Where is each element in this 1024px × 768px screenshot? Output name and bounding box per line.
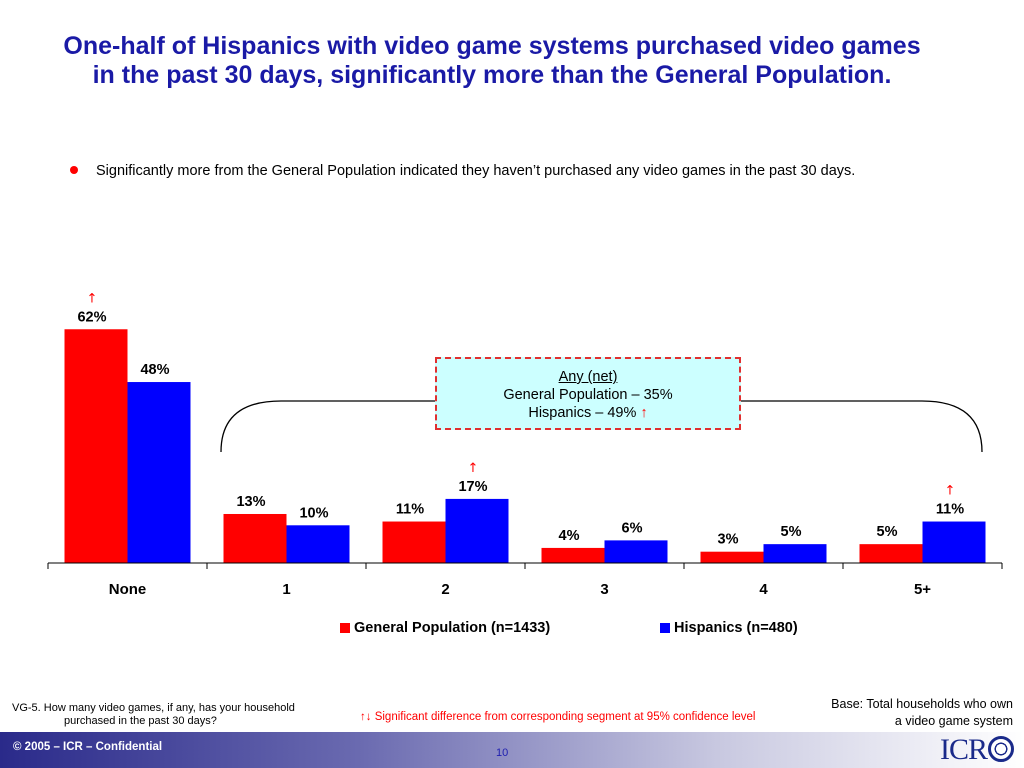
- base-note: Base: Total households who own a video g…: [793, 696, 1013, 730]
- copyright-text: © 2005 – ICR – Confidential: [13, 741, 163, 753]
- x-axis: None 1 2 3 4 5+: [47, 562, 1003, 598]
- chart-legend: General Population (n=1433) Hispanics (n…: [0, 620, 1024, 640]
- data-label: 13%: [236, 494, 265, 510]
- base-line-1: Base: Total households who own: [831, 697, 1013, 711]
- bar-general-population: [223, 513, 287, 563]
- bar-hispanics: [604, 540, 668, 563]
- bars-group: [64, 329, 986, 563]
- legend-item-general-population: General Population (n=1433): [340, 620, 550, 636]
- callout-hispanics-line: Hispanics – 49% ↑: [437, 404, 739, 422]
- legend-label: General Population (n=1433): [354, 620, 551, 636]
- logo-text: ICR: [939, 733, 988, 766]
- legend-swatch: [660, 623, 670, 633]
- legend-item-hispanics: Hispanics (n=480): [660, 620, 798, 636]
- footer-bar: © 2005 – ICR – Confidential 10 ICR: [0, 732, 1024, 768]
- significance-up-icon: ↑: [468, 461, 479, 476]
- footnote-line-1: VG-5. How many video games, if any, has …: [12, 702, 295, 714]
- bar-general-population: [700, 551, 764, 563]
- callout-hispanics: Hispanics – 49%: [528, 405, 637, 421]
- bar-hispanics: [286, 525, 350, 563]
- significance-up-icon: ↑: [87, 291, 98, 306]
- significance-up-icon: ↑: [640, 405, 648, 421]
- page-title: One-half of Hispanics with video game sy…: [63, 32, 921, 89]
- data-label: 5%: [877, 524, 898, 540]
- data-label: 10%: [299, 505, 328, 521]
- globe-icon: [988, 736, 1014, 763]
- bar-general-population: [64, 329, 128, 563]
- footnote-line-2: purchased in the past 30 days?: [64, 715, 217, 727]
- data-label: 4%: [559, 528, 580, 544]
- bar-general-population: [541, 547, 605, 563]
- x-tick-label: 3: [600, 581, 608, 598]
- data-label: 62%: [77, 309, 106, 325]
- data-label: 3%: [718, 532, 739, 548]
- data-label: 48%: [140, 362, 169, 378]
- data-label: 11%: [936, 502, 964, 518]
- callout-heading: Any (net): [558, 369, 618, 385]
- x-tick-label: 2: [441, 581, 449, 598]
- bar-hispanics: [763, 544, 827, 563]
- legend-label: Hispanics (n=480): [674, 620, 798, 636]
- bar-general-population: [859, 544, 923, 563]
- bar-chart: 62% ↑ 48% 13% 10% 11% 17% ↑ 4% 6% 3% 5% 5% 11% ↑ None 1…: [47, 291, 1003, 598]
- x-tick-label: 1: [282, 581, 290, 598]
- significance-note: ↑↓ Significant difference from correspon…: [360, 711, 756, 723]
- bar-hispanics: [445, 498, 509, 563]
- any-net-callout: Any (net) General Population – 35% Hispa…: [435, 357, 741, 430]
- bullet-point: Significantly more from the General Popu…: [70, 163, 1010, 179]
- icr-logo: ICR: [940, 732, 1014, 768]
- callout-general-population: General Population – 35%: [503, 387, 673, 403]
- data-label: 5%: [781, 524, 802, 540]
- bar-hispanics: [127, 382, 191, 563]
- data-label: 17%: [458, 479, 487, 495]
- data-label: 11%: [396, 502, 424, 518]
- labels-group: 62% ↑ 48% 13% 10% 11% 17% ↑ 4% 6% 3% 5% 5% 11% ↑: [77, 291, 964, 547]
- legend-swatch: [340, 623, 350, 633]
- x-tick-label: 5+: [914, 581, 931, 598]
- bar-hispanics: [922, 521, 986, 563]
- bullet-text: Significantly more from the General Popu…: [96, 163, 856, 179]
- base-line-2: a video game system: [894, 714, 1013, 728]
- significance-up-icon: ↑: [945, 484, 956, 499]
- x-tick-label: None: [109, 581, 147, 598]
- page-number: 10: [496, 747, 509, 759]
- question-footnote: VG-5. How many video games, if any, has …: [12, 702, 322, 728]
- bar-general-population: [382, 521, 446, 563]
- bullet-icon: [70, 166, 78, 175]
- data-label: 6%: [622, 520, 643, 536]
- x-tick-label: 4: [759, 581, 768, 598]
